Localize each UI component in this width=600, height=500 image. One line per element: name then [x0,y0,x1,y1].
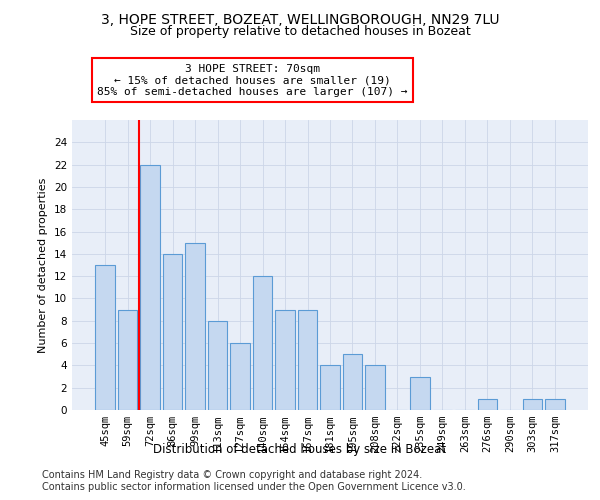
Bar [275,310,295,410]
Bar [523,399,542,410]
Bar [253,276,272,410]
Text: Contains HM Land Registry data © Crown copyright and database right 2024.: Contains HM Land Registry data © Crown c… [42,470,422,480]
Text: 3, HOPE STREET, BOZEAT, WELLINGBOROUGH, NN29 7LU: 3, HOPE STREET, BOZEAT, WELLINGBOROUGH, … [101,12,499,26]
Text: Distribution of detached houses by size in Bozeat: Distribution of detached houses by size … [154,442,446,456]
Bar [365,366,385,410]
Bar [343,354,362,410]
Bar [208,321,227,410]
Bar [118,310,137,410]
Bar [545,399,565,410]
Bar [230,343,250,410]
Bar [185,242,205,410]
Bar [320,366,340,410]
Bar [140,164,160,410]
Y-axis label: Number of detached properties: Number of detached properties [38,178,49,352]
Text: Contains public sector information licensed under the Open Government Licence v3: Contains public sector information licen… [42,482,466,492]
Bar [298,310,317,410]
Bar [410,376,430,410]
Bar [163,254,182,410]
Bar [95,265,115,410]
Text: Size of property relative to detached houses in Bozeat: Size of property relative to detached ho… [130,25,470,38]
Bar [478,399,497,410]
Text: 3 HOPE STREET: 70sqm
← 15% of detached houses are smaller (19)
85% of semi-detac: 3 HOPE STREET: 70sqm ← 15% of detached h… [97,64,408,97]
